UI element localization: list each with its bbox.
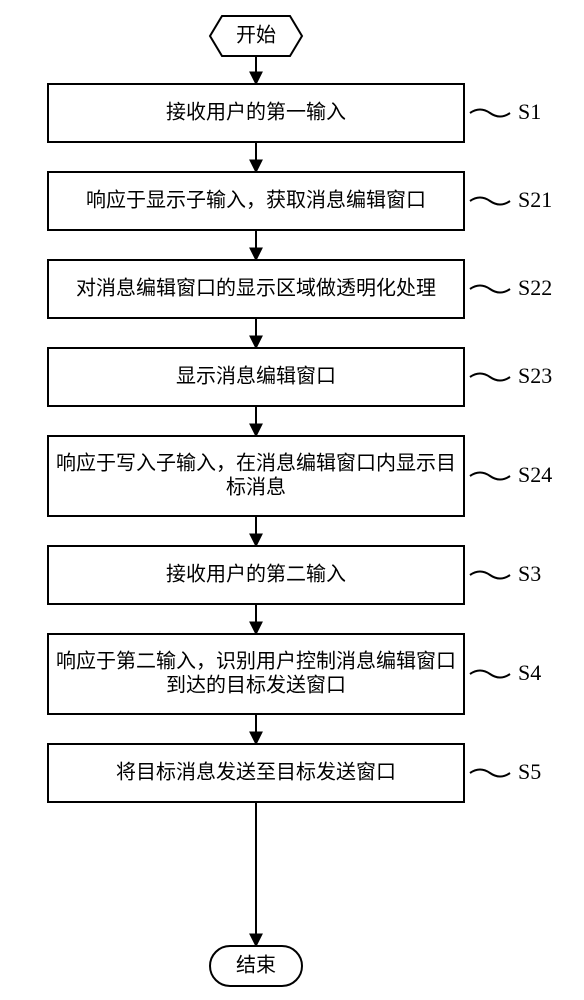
squiggle-s23 xyxy=(470,374,510,381)
squiggle-s3 xyxy=(470,572,510,579)
step-label-s23: S23 xyxy=(518,363,552,388)
step-text-s5-line0: 将目标消息发送至目标发送窗口 xyxy=(116,761,396,784)
step-text-s3-line0: 接收用户的第二输入 xyxy=(166,563,346,586)
step-text-s4-line1: 到达的目标发送窗口 xyxy=(166,674,346,697)
end-label: 结束 xyxy=(236,954,276,977)
squiggle-s24 xyxy=(470,473,510,480)
flowchart: 开始接收用户的第一输入 S1 响应于显示子输入，获取消息编辑窗口 S21 对消息编辑窗口… xyxy=(0,0,584,1000)
step-text-s24-line0: 响应于写入子输入，在消息编辑窗口内显示目 xyxy=(56,452,456,475)
step-label-s3: S3 xyxy=(518,561,541,586)
step-text-s24-line1: 标消息 xyxy=(226,476,286,499)
squiggle-s1 xyxy=(470,110,510,117)
step-label-s4: S4 xyxy=(518,660,541,685)
step-text-s21-line0: 响应于显示子输入，获取消息编辑窗口 xyxy=(86,189,426,212)
step-label-s22: S22 xyxy=(518,275,552,300)
step-label-s21: S21 xyxy=(518,187,552,212)
step-label-s24: S24 xyxy=(518,462,552,487)
step-label-s5: S5 xyxy=(518,759,541,784)
step-text-s1-line0: 接收用户的第一输入 xyxy=(166,101,346,124)
step-text-s23-line0: 显示消息编辑窗口 xyxy=(176,365,336,388)
step-text-s22-line0: 对消息编辑窗口的显示区域做透明化处理 xyxy=(76,277,436,300)
start-label: 开始 xyxy=(236,24,276,47)
squiggle-s4 xyxy=(470,671,510,678)
step-label-s1: S1 xyxy=(518,99,541,124)
step-text-s4-line0: 响应于第二输入，识别用户控制消息编辑窗口 xyxy=(56,650,456,673)
squiggle-s22 xyxy=(470,286,510,293)
squiggle-s21 xyxy=(470,198,510,205)
squiggle-s5 xyxy=(470,770,510,777)
